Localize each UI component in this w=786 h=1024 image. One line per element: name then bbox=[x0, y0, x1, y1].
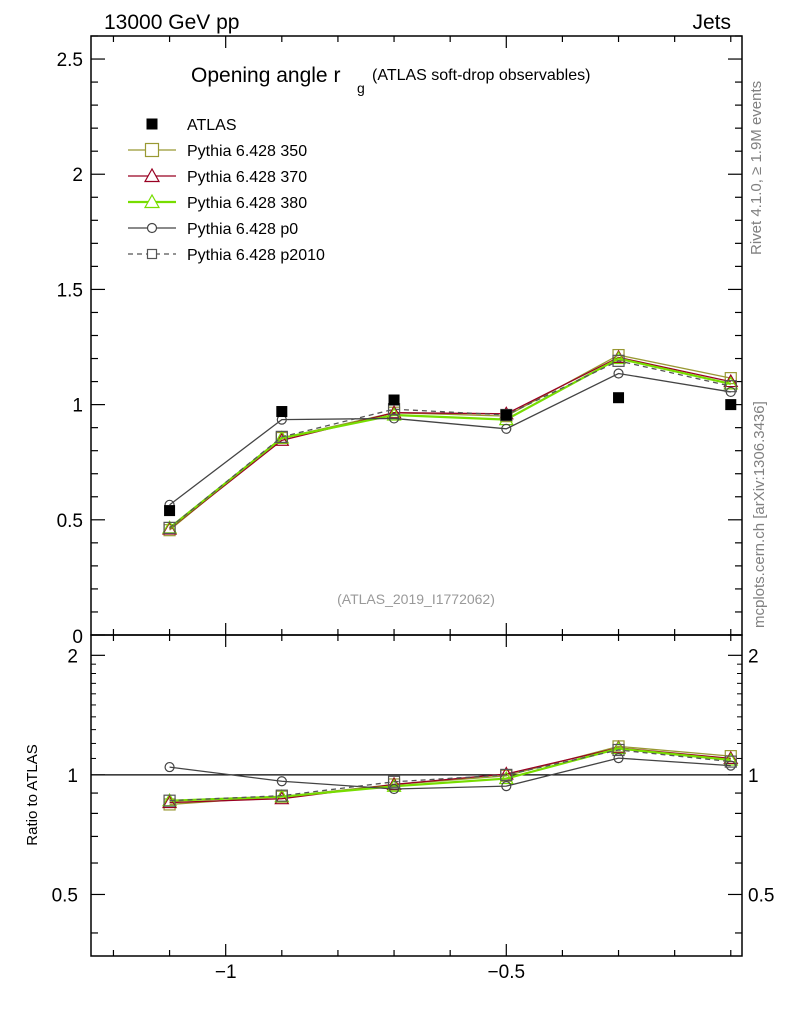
rivet-version-label: Rivet 4.1.0, ≥ 1.9M events bbox=[748, 81, 765, 255]
ratio-marker-pythia-6-428-p2010 bbox=[612, 743, 625, 757]
legend-marker-pythia-6-428-380 bbox=[143, 193, 161, 209]
legend-label-pythia-6-428-350: Pythia 6.428 350 bbox=[187, 143, 307, 160]
main-data-points bbox=[164, 392, 737, 517]
chart-title-note: (ATLAS soft-drop observables) bbox=[372, 67, 590, 84]
ratio-marker-pythia-6-428-p0 bbox=[388, 783, 400, 795]
legend-marker-pythia-6-428-370 bbox=[143, 167, 161, 183]
series-marker-pythia-6-428-p0 bbox=[613, 368, 624, 379]
series-marker-pythia-6-428-p2010 bbox=[275, 430, 288, 443]
series-line-pythia-6-428-350 bbox=[169, 354, 731, 531]
legend-label-pythia-6-428-370: Pythia 6.428 370 bbox=[187, 169, 307, 186]
series-marker-pythia-6-428-p0 bbox=[501, 423, 512, 434]
series-marker-pythia-6-428-p2010 bbox=[163, 521, 176, 534]
ratio-marker-pythia-6-428-p0 bbox=[501, 780, 512, 792]
series-marker-pythia-6-428-380 bbox=[274, 430, 290, 444]
ratio-y-tick-label-right: 1 bbox=[748, 766, 759, 787]
main-y-tick-label: 2.5 bbox=[57, 50, 83, 71]
ratio-y-tick-label-right: 0.5 bbox=[748, 885, 774, 906]
main-y-zero-label: 0 bbox=[72, 627, 83, 648]
header-left-label: 13000 GeV pp bbox=[104, 11, 239, 34]
main-panel: 0.5 1 1.5 2 2.5 0 Opening angle r g (ATLAS s… bbox=[57, 35, 743, 648]
ratio-line-pythia-6-428-p0 bbox=[169, 757, 731, 790]
ratio-series-layer bbox=[162, 740, 739, 811]
main-y-tick-label: 0.5 bbox=[57, 511, 83, 532]
ratio-line-pythia-6-428-380 bbox=[169, 747, 731, 802]
x-tick-label: −0.5 bbox=[488, 962, 526, 983]
series-line-pythia-6-428-370 bbox=[169, 356, 731, 530]
series-marker-pythia-6-428-p2010 bbox=[612, 354, 625, 367]
ratio-y-axis-label: Ratio to ATLAS bbox=[24, 744, 41, 845]
x-tick-labels: −1 −0.5 bbox=[215, 962, 525, 983]
main-y-tick-labels: 0.5 1 1.5 2 2.5 bbox=[57, 50, 83, 532]
legend-label-pythia-6-428-380: Pythia 6.428 380 bbox=[187, 195, 307, 212]
legend-marker-pythia-6-428-350 bbox=[144, 142, 160, 158]
chart-title-subscript: g bbox=[357, 80, 365, 96]
legend-label-pythia-6-428-p0: Pythia 6.428 p0 bbox=[187, 221, 298, 238]
ratio-marker-pythia-6-428-p2010 bbox=[500, 768, 513, 781]
ratio-line-pythia-6-428-p2010 bbox=[169, 749, 731, 802]
legend-label-atlas: ATLAS bbox=[187, 117, 237, 134]
ratio-marker-pythia-6-428-p2010 bbox=[387, 775, 401, 788]
ratio-marker-pythia-6-428-p2010 bbox=[275, 789, 288, 802]
ratio-y-tick-label-left: 1 bbox=[67, 766, 78, 787]
ratio-marker-pythia-6-428-370 bbox=[723, 750, 739, 765]
series-marker-pythia-6-428-p2010 bbox=[724, 380, 737, 393]
main-series-layer bbox=[162, 348, 739, 537]
legend-marker-pythia-6-428-p2010 bbox=[146, 248, 158, 260]
series-marker-pythia-6-428-380 bbox=[611, 350, 627, 365]
series-line-pythia-6-428-380 bbox=[168, 357, 732, 529]
ratio-marker-pythia-6-428-p0 bbox=[613, 753, 624, 764]
legend-label-pythia-6-428-p2010: Pythia 6.428 p2010 bbox=[187, 247, 325, 264]
data-point-atlas bbox=[500, 409, 512, 421]
ratio-marker-pythia-6-428-p0 bbox=[725, 760, 736, 771]
x-tick-label: −1 bbox=[215, 962, 237, 983]
ratio-marker-pythia-6-428-p0 bbox=[276, 776, 287, 787]
legend-marker-atlas bbox=[146, 118, 158, 130]
header-right-label: Jets bbox=[692, 11, 731, 34]
data-point-atlas bbox=[725, 399, 737, 411]
ratio-marker-pythia-6-428-p2010 bbox=[724, 755, 737, 768]
series-marker-pythia-6-428-380 bbox=[723, 376, 739, 390]
ratio-panel: 0.5 0.5 1 1 2 2 Ratio to ATLAS bbox=[24, 634, 775, 957]
legend-marker-pythia-6-428-p0 bbox=[146, 222, 158, 234]
ratio-axis-ticks bbox=[91, 635, 742, 956]
legend: ATLAS Pythia 6.428 350 Pythia 6.428 370 Pyt… bbox=[128, 117, 325, 264]
series-line-pythia-6-428-p2010 bbox=[169, 360, 731, 529]
chart-title: Opening angle r bbox=[191, 64, 340, 87]
mcplots-reference-label: mcplots.cern.ch [arXiv:1306.3436] bbox=[751, 401, 768, 628]
ratio-y-tick-label-left: 2 bbox=[67, 646, 78, 667]
ratio-panel-frame bbox=[90, 634, 743, 957]
series-line-pythia-6-428-p0 bbox=[169, 372, 731, 506]
analysis-id-label: (ATLAS_2019_I1772062) bbox=[337, 591, 495, 607]
ratio-y-tick-labels: 0.5 0.5 1 1 2 2 bbox=[52, 646, 775, 906]
ratio-y-tick-label-right: 2 bbox=[748, 646, 759, 667]
chart-title-main: Opening angle r bbox=[191, 64, 340, 87]
ratio-y-tick-label-left: 0.5 bbox=[52, 885, 78, 906]
data-point-atlas bbox=[388, 394, 400, 406]
data-point-atlas bbox=[613, 392, 625, 404]
main-y-tick-label: 1 bbox=[72, 396, 83, 417]
data-point-atlas bbox=[164, 505, 176, 517]
ratio-marker-pythia-6-428-380 bbox=[498, 770, 514, 785]
series-marker-pythia-6-428-370 bbox=[386, 404, 402, 419]
ratio-marker-pythia-6-428-p0 bbox=[164, 761, 175, 773]
ratio-marker-pythia-6-428-p2010 bbox=[163, 794, 176, 807]
series-marker-pythia-6-428-p0 bbox=[388, 413, 400, 424]
main-y-tick-label: 1.5 bbox=[57, 280, 83, 301]
data-point-atlas bbox=[276, 406, 288, 418]
ratio-marker-pythia-6-428-370 bbox=[162, 794, 178, 809]
main-y-tick-label: 2 bbox=[72, 165, 83, 186]
ratio-marker-pythia-6-428-370 bbox=[274, 790, 290, 805]
